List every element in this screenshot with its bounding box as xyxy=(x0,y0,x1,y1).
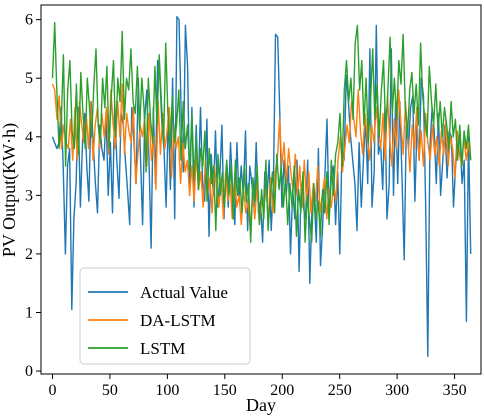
y-tick-label: 0 xyxy=(25,363,33,380)
x-tick-label: 150 xyxy=(213,382,237,399)
series-line-actual-value xyxy=(51,16,472,358)
x-tick-label: 200 xyxy=(270,382,294,399)
y-tick-label: 5 xyxy=(25,70,33,87)
legend-label-lstm: LSTM xyxy=(140,339,185,358)
y-axis-label: PV Output(KW·h) xyxy=(0,123,20,257)
y-tick-label: 6 xyxy=(25,12,33,29)
y-tick-label: 1 xyxy=(25,305,33,322)
x-tick-label: 50 xyxy=(102,382,118,399)
axis-ticks: 0 50 100 150 200 250 300 350 0 1 2 3 4 5 6 xyxy=(25,12,467,399)
plot-frame xyxy=(40,4,482,375)
y-tick-label: 3 xyxy=(25,187,33,204)
series-line-lstm xyxy=(51,21,472,243)
x-tick-label: 350 xyxy=(443,382,467,399)
series-lines xyxy=(51,16,472,358)
x-tick-label: 300 xyxy=(385,382,409,399)
legend: Actual Value DA-LSTM LSTM xyxy=(79,267,251,365)
y-tick-label: 2 xyxy=(25,246,33,263)
series-line-da-lstm xyxy=(51,83,472,232)
x-tick-label: 100 xyxy=(155,382,179,399)
legend-label-da-lstm: DA-LSTM xyxy=(140,311,216,330)
x-axis-label: Day xyxy=(246,395,276,415)
legend-label-actual-value: Actual Value xyxy=(140,283,228,302)
y-tick-label: 4 xyxy=(25,129,33,146)
x-tick-label: 0 xyxy=(48,382,56,399)
x-tick-label: 250 xyxy=(328,382,352,399)
